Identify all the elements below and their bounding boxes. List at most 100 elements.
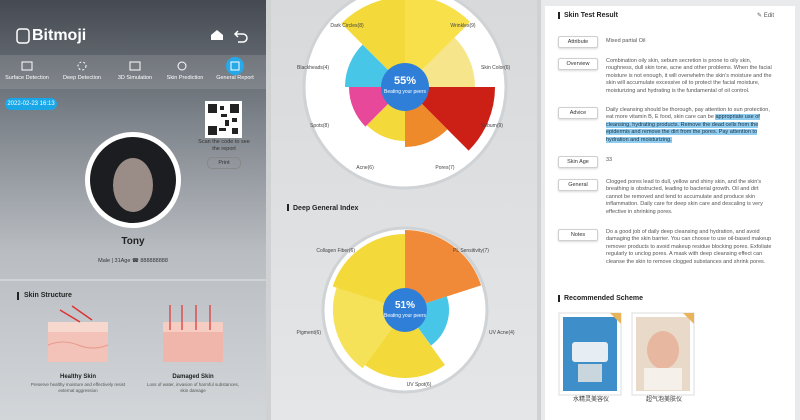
decoration <box>315 0 495 177</box>
chart-label: PL Sensitivity(7) <box>453 248 489 254</box>
chart-label: Acne(6) <box>356 165 374 171</box>
section-title: Skin Test Result <box>564 12 618 19</box>
row-text: Mixed partial Oil <box>606 38 646 44</box>
score-caption: Beating your peers <box>384 89 426 95</box>
tab-icon <box>129 61 141 71</box>
decoration <box>48 322 108 332</box>
product-name[interactable]: 水精灵美容仪 <box>572 397 609 403</box>
damaged-skin-image <box>163 305 223 362</box>
section-bar <box>287 204 289 211</box>
decoration <box>163 322 223 332</box>
section-bar <box>558 295 560 302</box>
brand: Bitmoji <box>32 27 87 44</box>
image-caption: Loss of water, invasion of harmful subst… <box>146 382 240 393</box>
row-text: Combination oily skin, sebum secretion i… <box>606 58 772 94</box>
row-text: 33 <box>606 157 613 163</box>
logo-icon <box>16 28 30 44</box>
timestamp: 2022-02-23 16:13 <box>5 98 57 110</box>
tab-icon <box>230 61 240 71</box>
edit-text[interactable]: Edit <box>763 13 775 19</box>
row-label: Skin Age <box>558 156 598 168</box>
row-label: Notes <box>558 229 598 241</box>
image-caption: Preserve healthy moisture and effectivel… <box>30 382 126 393</box>
chart-label: Collagen Fiber(6) <box>316 248 355 254</box>
section-title: Skin Structure <box>24 292 72 299</box>
chart-label: UV Acne(4) <box>489 330 515 336</box>
decoration <box>232 128 238 134</box>
decoration <box>169 305 211 330</box>
skin-index-chart: 55% Beating your peers Dark Circles(8) W… <box>297 0 511 190</box>
decoration <box>225 120 229 126</box>
decoration <box>361 266 449 354</box>
tab-icon <box>177 61 187 71</box>
row-text: Clogged pores lead to dull, yellow and s… <box>606 179 763 215</box>
tab[interactable]: Deep Detection <box>63 75 101 81</box>
advice-text: Daily cleansing should be thorough, pay … <box>606 107 770 121</box>
decoration <box>219 128 226 131</box>
radar-charts: 55% Beating your peers Dark Circles(8) W… <box>287 0 515 394</box>
tab[interactable]: Skin Prediction <box>166 75 204 81</box>
tab[interactable]: 3D Simulation <box>117 75 153 81</box>
chart-label: UV Spot(6) <box>407 382 432 388</box>
home-icon[interactable] <box>211 30 223 40</box>
decoration <box>578 364 602 382</box>
user-info-text: Male | 31Age <box>98 258 131 264</box>
phone: 888888888 <box>140 258 168 264</box>
chart-label: Spots(8) <box>310 123 329 129</box>
row-label: Overview <box>558 58 598 70</box>
product-name[interactable]: 超气泡美肤仪 <box>645 397 682 403</box>
chart-label: Sebum(9) <box>481 123 503 129</box>
decoration <box>329 234 481 386</box>
decoration <box>572 342 608 362</box>
qr-pattern <box>208 104 239 135</box>
back-icon[interactable] <box>233 30 248 43</box>
product-images <box>558 312 695 396</box>
chart-label: Skin Color(6) <box>481 65 511 71</box>
image-title: Healthy Skin <box>59 374 96 380</box>
decoration <box>59 305 93 323</box>
score-circle <box>383 288 427 332</box>
decoration <box>345 26 465 147</box>
row-label: Attribute <box>558 36 598 48</box>
tab[interactable]: Surface Detection <box>5 75 49 81</box>
row-label: Advice <box>558 107 598 119</box>
qr-caption: Scan the code to see the report <box>198 139 250 152</box>
chart-label: Dark Circles(8) <box>330 23 364 29</box>
print-button[interactable]: Print <box>207 157 241 169</box>
section-title: Deep General Index <box>293 205 358 212</box>
image-title: Damaged Skin <box>172 374 214 380</box>
decoration <box>345 27 465 147</box>
row-label: General <box>558 179 598 191</box>
tab-icon <box>21 61 33 71</box>
decoration <box>313 0 497 179</box>
row-text: Daily cleansing should be thorough, pay … <box>606 107 776 144</box>
chart-label: Pigment(6) <box>297 330 322 336</box>
score: 55% <box>394 75 416 87</box>
user-info: Male | 31Age ☎ 888888888 <box>98 258 168 264</box>
decoration <box>221 114 227 117</box>
section-bar <box>558 12 560 19</box>
decoration <box>230 104 239 113</box>
decoration <box>220 106 224 110</box>
decoration <box>647 331 679 369</box>
chart-label: Blackheads(4) <box>297 65 329 71</box>
edit-button[interactable]: ✎ Edit <box>757 13 775 19</box>
deep-index-chart: 51% Beating your peers Collagen Fiber(6)… <box>297 226 515 394</box>
decoration <box>335 16 475 157</box>
score: 51% <box>395 300 415 311</box>
decoration <box>232 118 237 122</box>
left-graphics <box>0 28 266 362</box>
decoration <box>610 313 694 324</box>
tab-icon <box>77 61 87 71</box>
row-text: Do a good job of daily deep cleansing an… <box>606 229 772 265</box>
decoration <box>47 341 109 349</box>
section-title: Recommended Scheme <box>564 295 643 302</box>
decoration <box>351 33 459 141</box>
section-bar <box>17 292 19 300</box>
tab-active[interactable]: General Report <box>216 75 254 81</box>
user-name: Tony <box>121 236 145 247</box>
decoration <box>644 368 682 390</box>
score-circle <box>381 63 429 111</box>
chart-label: Wrinkles(9) <box>450 23 476 29</box>
